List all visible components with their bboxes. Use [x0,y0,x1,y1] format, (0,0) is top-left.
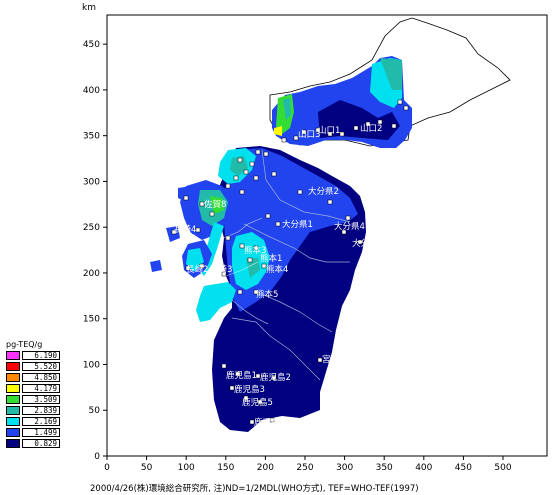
label-saga-8: 佐賀8 [204,199,226,210]
x-tick-label: 150 [217,463,234,473]
label-miyazaki: 宮崎 [322,354,340,365]
legend-item: 6.190 [6,350,72,361]
label-oita-1: 大分県1 [282,219,313,230]
label-oita-5: 大分県5 [352,238,383,249]
x-tick-label: 250 [296,463,313,473]
legend-value: 2.839 [22,406,60,415]
legend-swatch [6,362,20,371]
legend-value: 6.190 [22,351,60,360]
legend-value: 5.520 [22,362,60,371]
x-tick-label: 350 [376,463,393,473]
label-kumamoto-3: 熊本3 [244,245,266,256]
label-kagoshima-4: 鹿児島4 [254,417,285,428]
label-yamaguchi-2: 山口2 [360,123,382,134]
legend-item: 4.179 [6,383,72,394]
legend-swatch [6,384,20,393]
station-labels: 山口3 山口1 山口2 佐賀8 大分県2 大分県4 大分県1 大分県5 長崎4 … [174,123,383,428]
legend-value: 4.179 [22,384,60,393]
x-axis: 0 50 100 150 200 250 300 350 400 450 500 [104,456,512,473]
legend-item: 5.520 [6,361,72,372]
legend-value: 0.829 [22,439,60,448]
label-oita-4: 大分県4 [334,221,365,232]
y-unit: km [82,3,96,13]
legend-swatch [6,373,20,382]
label-kumamoto-4: 熊本4 [266,264,288,275]
label-kagoshima-1: 鹿児島1 [226,370,257,381]
y-tick-label: 0 [94,452,100,462]
y-axis: 0 50 100 150 200 250 300 350 400 450 [83,40,107,462]
legend-value: 1.499 [22,428,60,437]
legend-item: 2.169 [6,416,72,427]
y-tick-label: 400 [83,86,100,96]
x-tick-label: 50 [141,463,153,473]
label-yamaguchi-3: 山口3 [298,129,320,140]
label-kumamoto-1: 熊本1 [260,253,282,264]
x-tick-label: 450 [455,463,472,473]
x-tick-label: 400 [415,463,432,473]
x-tick-label: 300 [336,463,353,473]
y-tick-label: 200 [83,269,100,279]
legend-item: 3.509 [6,394,72,405]
legend-swatch [6,406,20,415]
legend-item: 4.850 [6,372,72,383]
label-kagoshima-5: 鹿児島5 [242,397,273,408]
x-tick-label: 100 [178,463,195,473]
label-oita-2: 大分県2 [308,186,339,197]
y-tick-label: 100 [83,360,100,370]
y-tick-label: 300 [83,177,100,187]
legend-value: 3.509 [22,395,60,404]
legend-item: 0.829 [6,438,72,449]
label-kumamoto-5: 熊本5 [256,289,278,300]
y-tick-label: 250 [83,223,100,233]
y-tick-label: 50 [89,406,101,416]
legend-swatch [6,428,20,437]
legend-swatch [6,395,20,404]
footer-note: 2000/4/26(株)環境総合研究所, 注)ND=1/2MDL(WHO方式),… [90,484,419,494]
label-yamaguchi-1: 山口1 [318,125,340,136]
legend-value: 2.169 [22,417,60,426]
y-tick-label: 450 [83,40,100,50]
x-tick-label: 500 [494,463,511,473]
y-tick-label: 150 [83,315,100,325]
label-nagasaki-4: 長崎4 [174,224,196,235]
label-nagasaki-2: 長崎2 [186,264,208,275]
legend-title: pg-TEQ/g [6,340,43,349]
x-tick-label: 200 [257,463,274,473]
label-kagoshima-3: 鹿児島3 [234,384,265,395]
legend-swatch [6,439,20,448]
legend-item: 2.839 [6,405,72,416]
legend-swatch [6,351,20,360]
legend-swatch [6,417,20,426]
x-tick-label: 0 [104,463,110,473]
y-tick-label: 350 [83,132,100,142]
legend-value: 4.850 [22,373,60,382]
legend: pg-TEQ/g 6.190 5.520 4.850 4.179 3.509 2.839 2… [6,340,72,449]
label-nagasaki-3: 長崎3 [210,264,232,275]
legend-item: 1.499 [6,427,72,438]
label-kagoshima-2: 鹿児島2 [260,372,291,383]
